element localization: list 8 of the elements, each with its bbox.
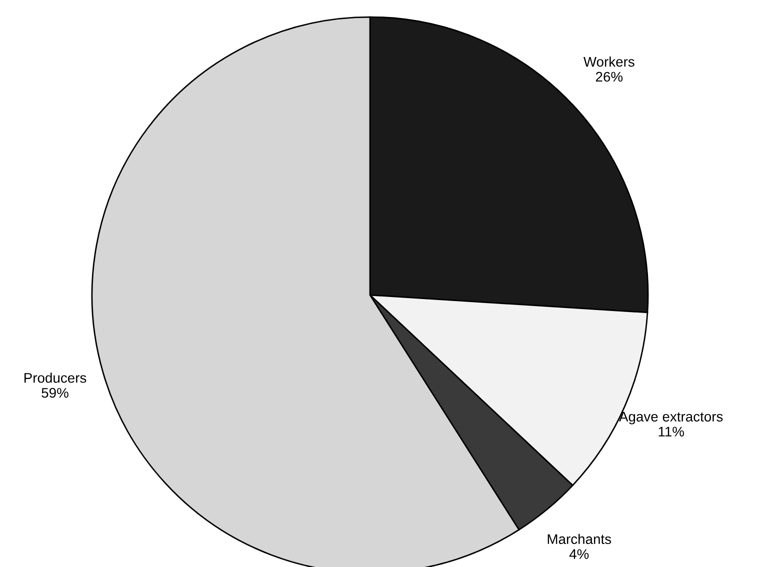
data-label: 11% [658, 426, 684, 436]
slice-label: Marchants [548, 534, 612, 544]
slice-label: Agave extractors [619, 412, 723, 424]
data-label: 59% [42, 388, 68, 398]
slice-label: Workers [583, 56, 634, 67]
data-label: 26% [596, 72, 623, 82]
data-label: 4% [569, 549, 589, 559]
slice-label: Producers [24, 372, 86, 383]
